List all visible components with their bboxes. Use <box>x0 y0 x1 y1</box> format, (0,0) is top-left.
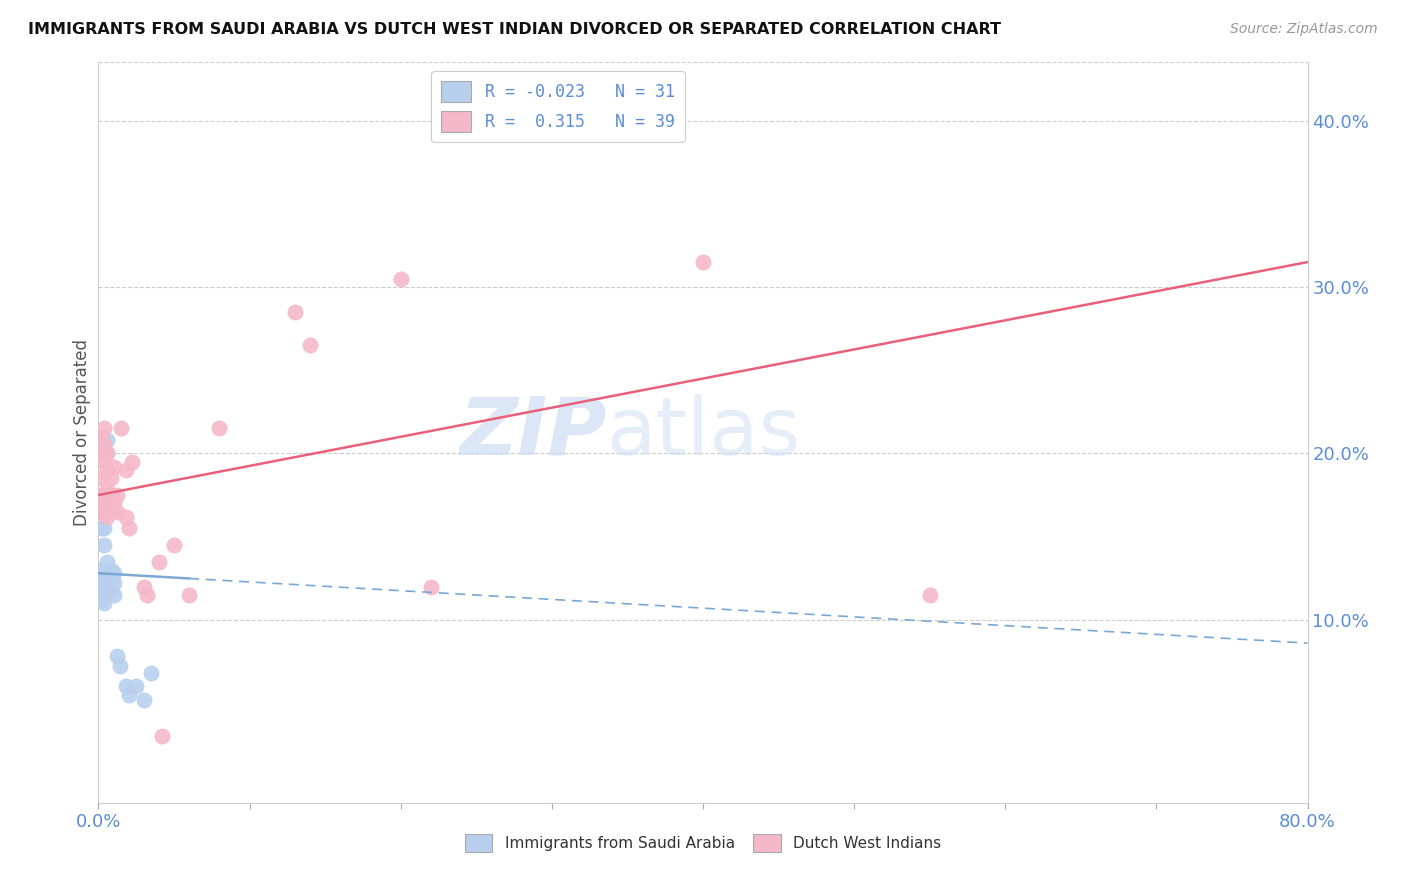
Point <box>125 679 148 693</box>
Point <box>103 496 125 510</box>
Y-axis label: Divorced or Separated: Divorced or Separated <box>73 339 91 526</box>
Point <box>96 433 118 447</box>
Point <box>121 455 143 469</box>
Point <box>90 446 112 460</box>
Point <box>208 421 231 435</box>
Point <box>93 576 115 591</box>
Point <box>93 582 115 597</box>
Point <box>299 338 322 352</box>
Point <box>100 563 122 577</box>
Point <box>93 488 115 502</box>
Point <box>93 455 115 469</box>
Point <box>141 666 163 681</box>
Text: atlas: atlas <box>606 393 800 472</box>
Point <box>284 305 307 319</box>
Point <box>114 679 136 693</box>
Point <box>90 505 112 519</box>
Point <box>93 596 115 610</box>
Point <box>93 538 115 552</box>
Point <box>90 505 112 519</box>
Point <box>135 588 157 602</box>
Point <box>90 582 112 597</box>
Point <box>148 555 170 569</box>
Point <box>692 255 714 269</box>
Point <box>918 588 941 602</box>
Point <box>90 521 112 535</box>
Point <box>90 592 112 607</box>
Point <box>103 576 125 591</box>
Point <box>90 571 112 585</box>
Point <box>105 488 128 502</box>
Point <box>96 509 118 524</box>
Point <box>100 505 122 519</box>
Point <box>96 576 118 591</box>
Text: ZIP: ZIP <box>458 393 606 472</box>
Point <box>389 271 412 285</box>
Point <box>110 421 132 435</box>
Point <box>103 588 125 602</box>
Point <box>100 571 122 585</box>
Text: IMMIGRANTS FROM SAUDI ARABIA VS DUTCH WEST INDIAN DIVORCED OR SEPARATED CORRELAT: IMMIGRANTS FROM SAUDI ARABIA VS DUTCH WE… <box>28 22 1001 37</box>
Point <box>93 563 115 577</box>
Legend: Immigrants from Saudi Arabia, Dutch West Indians: Immigrants from Saudi Arabia, Dutch West… <box>458 829 948 858</box>
Point <box>96 463 118 477</box>
Point <box>103 566 125 581</box>
Point <box>93 521 115 535</box>
Point <box>100 471 122 485</box>
Point <box>179 588 201 602</box>
Point <box>114 509 136 524</box>
Point <box>90 488 112 502</box>
Point <box>105 505 128 519</box>
Point <box>90 496 112 510</box>
Point <box>132 580 155 594</box>
Point <box>108 659 131 673</box>
Point <box>93 438 115 452</box>
Point <box>105 649 128 664</box>
Point <box>96 555 118 569</box>
Point <box>150 729 173 743</box>
Text: Source: ZipAtlas.com: Source: ZipAtlas.com <box>1230 22 1378 37</box>
Point <box>118 521 141 535</box>
Point <box>96 566 118 581</box>
Point <box>96 483 118 497</box>
Point <box>96 446 118 460</box>
Point <box>90 563 112 577</box>
Point <box>103 459 125 474</box>
Point <box>100 488 122 502</box>
Point <box>118 688 141 702</box>
Point <box>100 582 122 597</box>
Point <box>163 538 186 552</box>
Point <box>132 692 155 706</box>
Point <box>420 580 443 594</box>
Point <box>93 500 115 514</box>
Point <box>96 446 118 460</box>
Point <box>90 430 112 444</box>
Point <box>114 463 136 477</box>
Point <box>90 471 112 485</box>
Point <box>93 421 115 435</box>
